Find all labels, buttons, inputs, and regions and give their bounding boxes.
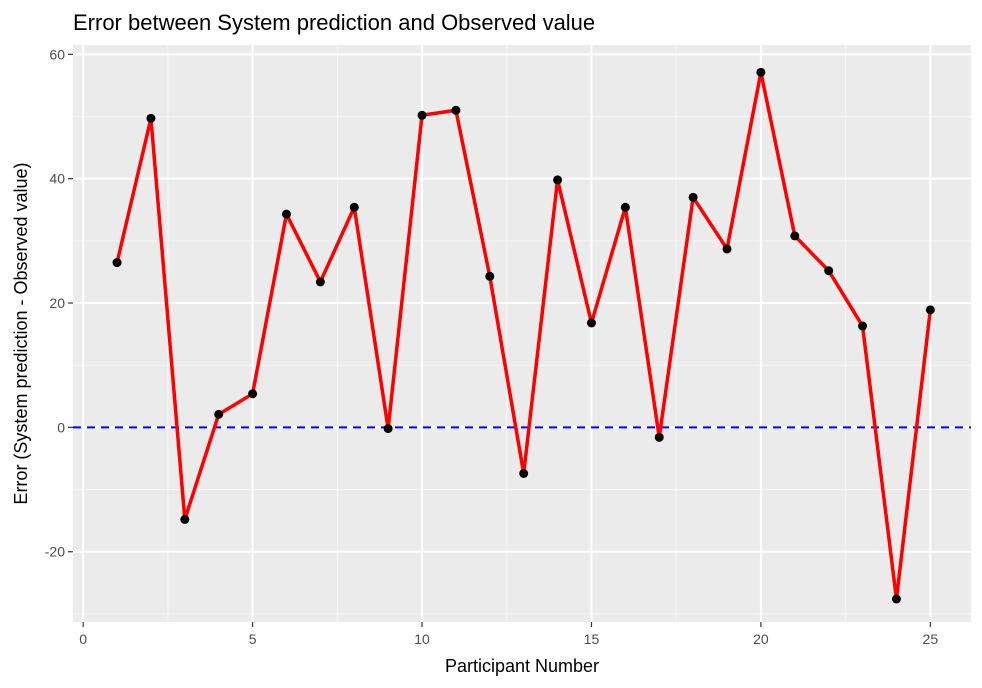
x-axis-label: Participant Number [445,656,599,676]
data-points [112,67,935,604]
x-axis-ticks: 0 5 10 15 20 25 [79,622,938,647]
x-tick-label: 5 [249,631,257,647]
data-point [586,318,596,328]
data-point [417,110,427,120]
data-point [180,514,190,524]
y-axis-label: Error (System prediction - Observed valu… [11,162,31,504]
data-point [383,424,393,434]
x-tick-label: 0 [79,631,87,647]
data-point [891,594,901,604]
data-point [349,202,359,212]
data-point [451,105,461,115]
y-axis-ticks: -20 0 20 40 60 [45,46,73,560]
data-point [146,113,156,123]
y-tick-label: 60 [49,46,65,62]
data-point [315,277,325,287]
y-tick-label: 40 [49,171,65,187]
data-point [112,258,122,268]
data-point [654,432,664,442]
data-point [620,202,630,212]
data-point [281,209,291,219]
plot-panel [73,45,971,622]
data-point [925,305,935,315]
data-point [688,192,698,202]
x-tick-label: 25 [923,631,939,647]
data-point [858,321,868,331]
x-tick-label: 20 [753,631,769,647]
data-point [485,271,495,281]
y-tick-label: 0 [57,419,65,435]
data-point [553,175,563,185]
data-point [824,266,834,276]
chart-title: Error between System prediction and Obse… [73,10,595,35]
x-tick-label: 15 [584,631,600,647]
data-point [214,409,224,419]
data-point [756,67,766,77]
data-point [248,389,258,399]
data-point [519,468,529,478]
x-tick-label: 10 [414,631,430,647]
data-point [790,231,800,241]
data-point [722,244,732,254]
y-tick-label: 20 [49,295,65,311]
y-tick-label: -20 [45,544,65,560]
grid-minor [73,45,971,622]
